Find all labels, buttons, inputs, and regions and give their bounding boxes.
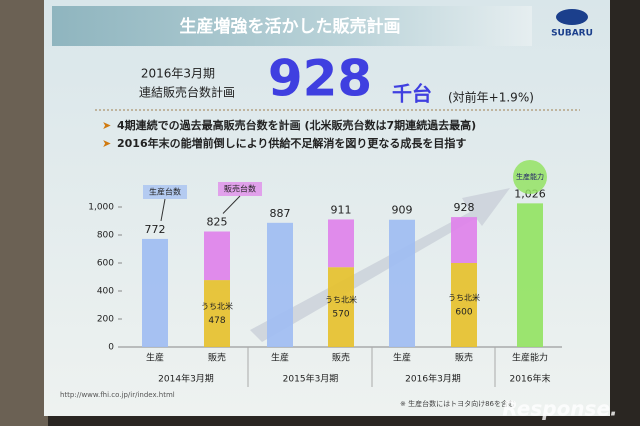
- bar-segment: [451, 217, 477, 263]
- slide-title: 生産増強を活かした販売計画: [180, 16, 401, 37]
- bar-segment: [328, 219, 354, 268]
- bar-segment: [204, 280, 230, 347]
- group-label: 2016年末: [510, 373, 551, 385]
- headline-period: 2016年3月期: [141, 67, 215, 81]
- segment-label: 478: [208, 316, 225, 326]
- group-label: 2015年3月期: [283, 373, 339, 385]
- callout-line: [222, 195, 241, 214]
- total-label: 772: [145, 223, 166, 236]
- total-label: 911: [331, 203, 352, 216]
- segment-name: うち北米: [448, 293, 480, 303]
- y-tick-label: 1,000: [88, 203, 114, 213]
- legend-label: 生産能力: [516, 172, 544, 181]
- legend-label: 販売台数: [224, 184, 256, 194]
- x-tick-label: 販売: [332, 352, 350, 364]
- callout-box: [143, 185, 187, 199]
- headline-label: 連結販売台数計画: [139, 85, 235, 100]
- headline-value: 928: [268, 50, 372, 108]
- y-tick-label: 800: [97, 231, 114, 241]
- x-tick-label: 生産: [271, 352, 289, 364]
- group-label: 2016年3月期: [405, 373, 461, 385]
- x-tick-label: 生産: [393, 352, 411, 364]
- wall: [0, 0, 48, 426]
- headline-unit: 千台: [392, 82, 432, 106]
- total-label: 928: [454, 201, 475, 214]
- watermark: Response.: [502, 397, 617, 421]
- x-tick-label: 生産能力: [512, 352, 548, 364]
- bar-segment: [451, 263, 477, 347]
- logo: SUBARU: [551, 29, 593, 39]
- total-label: 825: [207, 216, 228, 229]
- total-label: 887: [270, 207, 291, 220]
- bar-segment: [517, 203, 543, 347]
- url: http://www.fhi.co.jp/ir/index.html: [60, 391, 175, 399]
- y-tick-label: 0: [108, 343, 114, 353]
- x-tick-label: 販売: [208, 352, 226, 364]
- segment-name: うち北米: [325, 295, 357, 305]
- group-label: 2014年3月期: [158, 373, 214, 385]
- callout-circle: [513, 160, 547, 194]
- headline-change: (対前年+1.9%): [448, 90, 534, 105]
- legend-label: 生産台数: [149, 187, 181, 197]
- y-tick-label: 200: [97, 315, 114, 325]
- title-bar: [52, 6, 532, 46]
- segment-label: 600: [455, 308, 472, 318]
- chart: 0 200 400 600 800 1,000 772 生産 うち北米 478 825 販売 887 生産…: [88, 160, 562, 387]
- bar-segment: [204, 231, 230, 281]
- total-label: 909: [392, 204, 413, 217]
- bar-segment: [328, 267, 354, 347]
- callout-line: [160, 198, 166, 222]
- bullet: 4期連続での過去最高販売台数を計画 (北米販売台数は7期連続過去最高): [117, 118, 476, 132]
- x-tick-label: 販売: [455, 352, 473, 364]
- x-tick-label: 生産: [146, 352, 164, 364]
- bar-segment: [267, 222, 293, 347]
- y-tick-label: 600: [97, 259, 114, 269]
- y-tick-label: 400: [97, 287, 114, 297]
- segment-label: 570: [332, 310, 349, 320]
- segment-name: うち北米: [201, 301, 233, 311]
- callout-box: [218, 182, 262, 196]
- bullet-mark: ➤: [102, 119, 111, 132]
- bullet-mark: ➤: [102, 137, 111, 150]
- logo-mark: [556, 9, 588, 25]
- footnote: ※ 生産台数にはトヨタ向け86を含む: [400, 399, 515, 408]
- bar-segment: [389, 219, 415, 347]
- bar-segment: [142, 238, 168, 347]
- growth-arrow: [250, 188, 510, 342]
- bullet: 2016年末の能増前倒しにより供給不足解消を図り更なる成長を目指す: [117, 136, 466, 150]
